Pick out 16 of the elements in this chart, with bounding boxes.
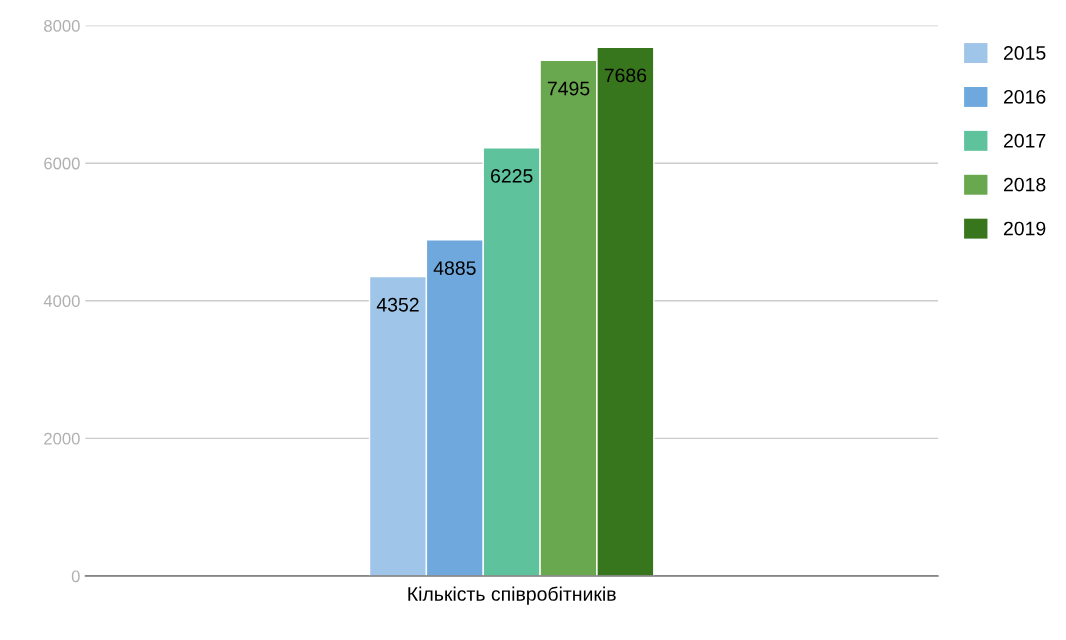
legend-label: 2016 bbox=[1003, 89, 1046, 104]
data-label: 7686 bbox=[604, 68, 647, 83]
legend-label: 2015 bbox=[1003, 46, 1046, 60]
y-tick-label: 0 bbox=[71, 570, 80, 583]
data-label: 4352 bbox=[376, 297, 419, 312]
data-label: 4885 bbox=[433, 261, 476, 275]
legend-label: 2017 bbox=[1003, 133, 1046, 148]
x-axis-title: Кількість співробітників bbox=[408, 586, 616, 605]
y-tick-label: 4000 bbox=[43, 295, 80, 307]
data-label: 7495 bbox=[547, 81, 590, 96]
y-tick-label: 8000 bbox=[44, 20, 80, 32]
legend-label: 2018 bbox=[1003, 177, 1046, 192]
y-tick-label: 2000 bbox=[44, 432, 80, 445]
y-tick-label: 6000 bbox=[44, 157, 80, 170]
data-label: 6225 bbox=[491, 169, 533, 183]
legend-label: 2019 bbox=[1003, 221, 1046, 236]
